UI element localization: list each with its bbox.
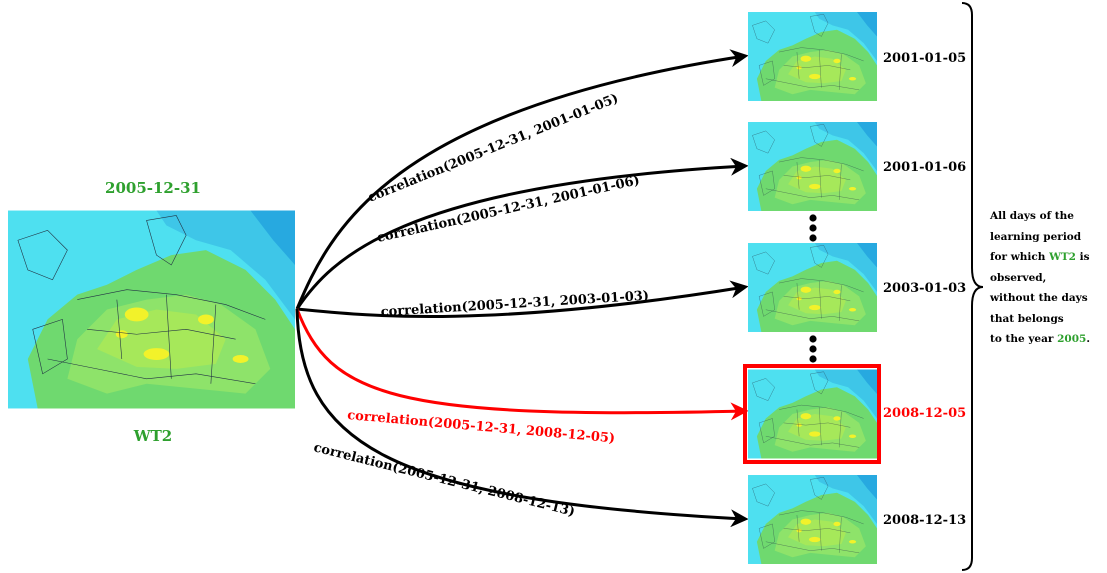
side-note: All days of the learning period for whic… (990, 206, 1107, 350)
edge-arrow-2008-12-13 (295, 308, 749, 528)
side-note-line: observed, (990, 271, 1047, 284)
target-map-2008-12-05 (748, 369, 877, 459)
right-curly-brace (961, 2, 984, 571)
edge-arrow-2003-01-03 (296, 280, 749, 318)
edge-arrow-2008-12-05 (295, 308, 749, 421)
target-map-2001-01-06 (748, 122, 877, 211)
side-note-line: learning period (990, 230, 1082, 243)
target-date-2003-01-03: 2003-01-03 (883, 281, 966, 296)
target-map-2001-01-05 (748, 12, 877, 101)
side-note-year-highlight: 2005 (1057, 333, 1087, 345)
target-date-2001-01-05: 2001-01-05 (883, 51, 966, 66)
target-map-2008-12-13 (748, 475, 877, 564)
ellipsis-dots-lower (809, 335, 817, 363)
target-map-2003-01-03 (748, 243, 877, 332)
side-note-text: for which (990, 251, 1046, 263)
side-note-text: is (1079, 251, 1090, 263)
side-note-line: All days of the (990, 210, 1074, 222)
edge-label-2008-12-13: correlation(2005-12-31, 2008-12-13) (312, 440, 576, 520)
side-note-line: to the year 2005. (990, 329, 1107, 350)
side-note-text: . (1086, 333, 1090, 345)
side-note-line: for which WT2 is (990, 247, 1107, 268)
target-date-2008-12-05: 2008-12-05 (883, 406, 966, 421)
source-map-image (8, 210, 295, 409)
ellipsis-dots-upper (809, 214, 817, 242)
highlight-frame (743, 364, 881, 464)
side-note-line: that belongs (990, 312, 1064, 325)
side-note-line: without the days (990, 292, 1088, 304)
side-note-text: to the year (990, 333, 1054, 345)
target-date-2001-01-06: 2001-01-06 (883, 160, 966, 175)
edge-label-2008-12-05: correlation(2005-12-31, 2008-12-05) (347, 408, 616, 446)
target-date-2008-12-13: 2008-12-13 (883, 513, 966, 528)
source-date-label: 2005-12-31 (105, 179, 201, 197)
edge-arrow-2001-01-06 (295, 157, 749, 310)
edge-arrow-2001-01-05 (295, 49, 749, 310)
source-wt-label: WT2 (133, 427, 172, 445)
side-note-wt-highlight: WT2 (1049, 251, 1076, 263)
